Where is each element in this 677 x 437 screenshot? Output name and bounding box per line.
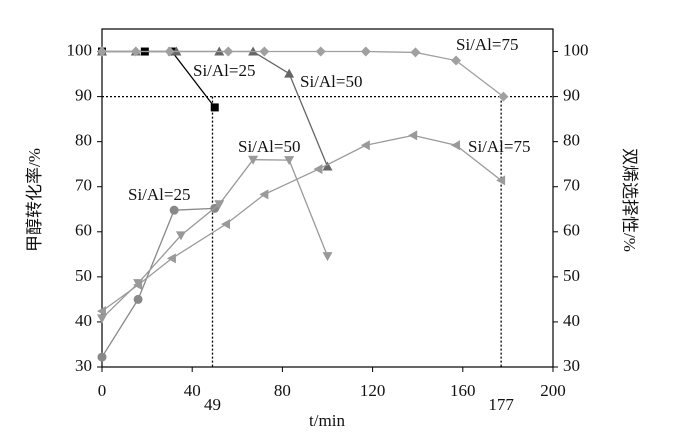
y2-tick-label: 50 bbox=[563, 266, 580, 285]
marker bbox=[322, 252, 333, 262]
y2-tick-label: 100 bbox=[563, 40, 589, 59]
marker bbox=[97, 46, 107, 57]
x-tick-label: 0 bbox=[98, 381, 107, 400]
y-tick-label: 70 bbox=[75, 176, 92, 195]
y-axis-title: 甲醇转化率/% bbox=[25, 148, 44, 252]
marker bbox=[169, 205, 179, 215]
y2-tick-label: 30 bbox=[563, 356, 580, 375]
reference-label: 49 bbox=[204, 395, 221, 414]
marker bbox=[133, 294, 143, 304]
marker bbox=[133, 279, 143, 290]
marker bbox=[284, 68, 295, 78]
y2-axis-title: 双烯选择性/% bbox=[620, 148, 639, 252]
marker bbox=[313, 164, 323, 175]
series-label: Si/Al=75 bbox=[456, 35, 519, 54]
series-line bbox=[102, 50, 504, 98]
series-line bbox=[101, 134, 502, 312]
marker bbox=[248, 155, 259, 165]
marker bbox=[451, 55, 462, 66]
y-tick-label: 100 bbox=[67, 40, 93, 59]
marker bbox=[164, 46, 175, 57]
x-tick-label: 120 bbox=[360, 381, 386, 400]
y-tick-label: 80 bbox=[75, 131, 92, 150]
marker bbox=[408, 130, 418, 141]
y2-tick-label: 90 bbox=[563, 86, 580, 105]
marker bbox=[496, 175, 506, 186]
marker bbox=[130, 46, 141, 57]
series-label: Si/Al=50 bbox=[300, 72, 363, 91]
marker bbox=[410, 47, 421, 58]
marker bbox=[451, 140, 461, 151]
marker bbox=[221, 219, 231, 230]
marker bbox=[175, 231, 186, 241]
x-tick-label: 40 bbox=[184, 381, 201, 400]
marker bbox=[97, 352, 107, 362]
y2-tick-label: 60 bbox=[563, 221, 580, 240]
y2-tick-label: 70 bbox=[563, 176, 580, 195]
x-tick-label: 80 bbox=[274, 381, 291, 400]
y-tick-label: 40 bbox=[75, 311, 92, 330]
marker bbox=[210, 103, 219, 112]
reference-label: 177 bbox=[488, 395, 514, 414]
x-axis-title: t/min bbox=[309, 411, 345, 430]
y-tick-label: 60 bbox=[75, 221, 92, 240]
y2-tick-label: 40 bbox=[563, 311, 580, 330]
marker bbox=[498, 91, 509, 102]
marker bbox=[360, 140, 370, 151]
marker bbox=[259, 189, 269, 200]
marker bbox=[97, 306, 106, 317]
series-label: Si/Al=25 bbox=[193, 61, 256, 80]
marker bbox=[315, 46, 326, 57]
series-label: Si/Al=25 bbox=[128, 185, 191, 204]
y-tick-label: 30 bbox=[75, 356, 92, 375]
marker bbox=[360, 46, 371, 57]
y-tick-label: 50 bbox=[75, 266, 92, 285]
marker bbox=[322, 161, 333, 171]
series-line bbox=[101, 207, 215, 358]
marker bbox=[259, 46, 270, 57]
marker bbox=[223, 46, 234, 57]
series-label: Si/Al=50 bbox=[238, 137, 301, 156]
plot-frame bbox=[101, 28, 554, 368]
marker bbox=[97, 314, 107, 324]
marker bbox=[284, 156, 295, 166]
x-tick-label: 200 bbox=[540, 381, 566, 400]
series-label: Si/Al=75 bbox=[468, 137, 531, 156]
y-tick-label: 90 bbox=[75, 86, 92, 105]
y2-tick-label: 80 bbox=[563, 131, 580, 150]
x-tick-label: 160 bbox=[450, 381, 476, 400]
series-line bbox=[101, 159, 329, 319]
marker bbox=[214, 200, 225, 210]
marker bbox=[166, 253, 176, 264]
